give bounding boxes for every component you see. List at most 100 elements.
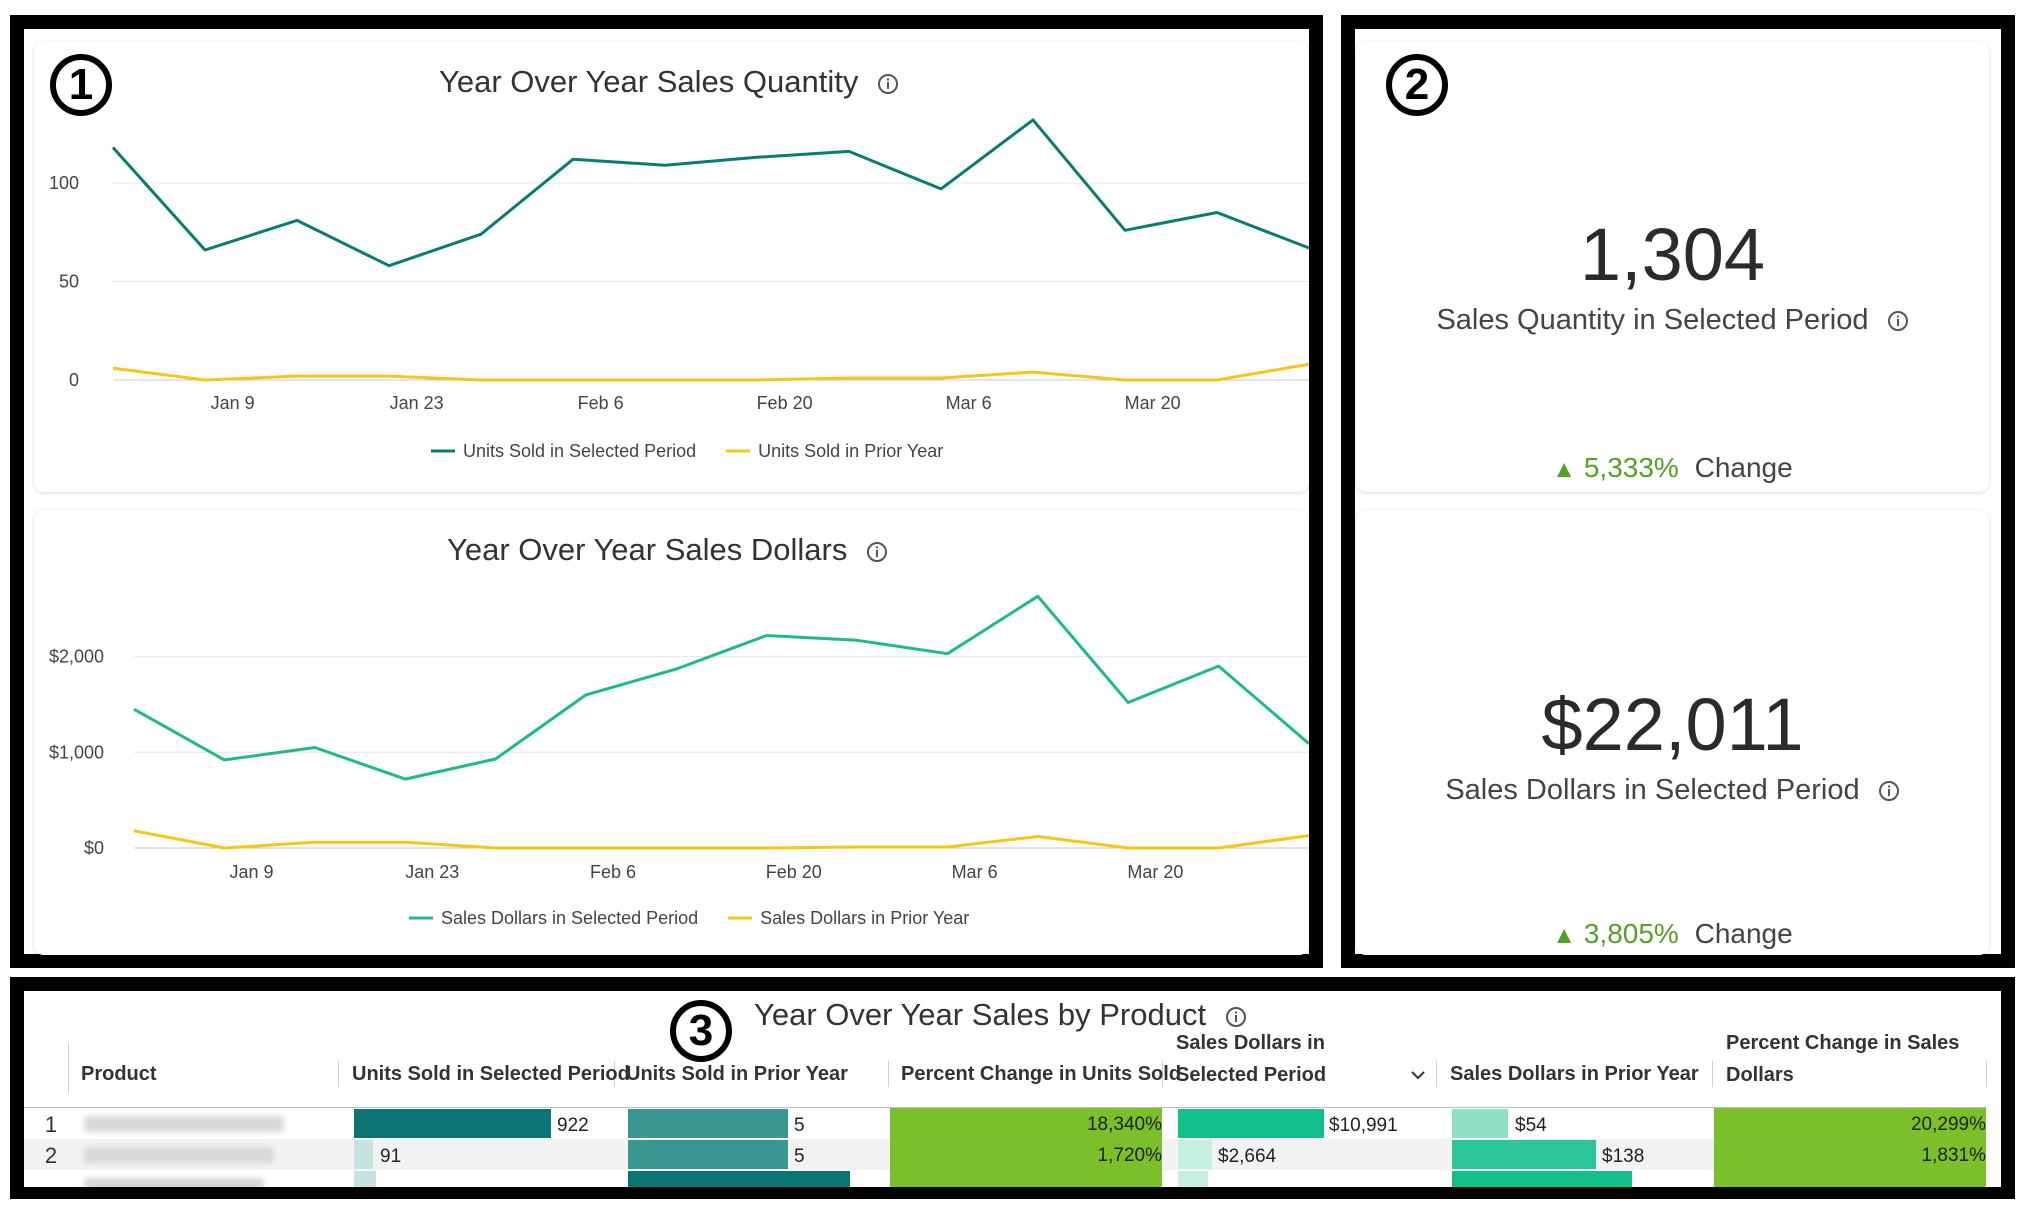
kpi-dollars-card: $22,011 Sales Dollars in Selected Period… [1356, 510, 1989, 955]
kpi-dollars-change-pct: 3,805% [1583, 918, 1679, 949]
x-tick-label: Mar 20 [1125, 393, 1181, 413]
legend-label: Sales Dollars in Prior Year [760, 908, 969, 928]
column-header-pct-units[interactable]: Percent Change in Units Sold [901, 1063, 1182, 1085]
units-sold-bar [354, 1140, 373, 1169]
sales-quantity-title-text: Year Over Year Sales Quantity [439, 64, 859, 99]
legend-label: Units Sold in Prior Year [758, 441, 943, 461]
kpi-quantity-label-text: Sales Quantity in Selected Period [1436, 304, 1869, 336]
info-circle-icon[interactable] [877, 73, 899, 95]
column-header-dollars-prior[interactable]: Sales Dollars in Prior Year [1450, 1063, 1699, 1085]
kpi-dollars-value: $22,011 [1541, 683, 1804, 766]
units-sold-value: 922 [557, 1115, 589, 1136]
product-name-redacted [84, 1147, 274, 1163]
pct-units-cell [890, 1170, 1162, 1187]
kpi-quantity-card: 1,304 Sales Quantity in Selected Period … [1356, 42, 1989, 492]
x-tick-label: Jan 9 [211, 393, 255, 413]
units-sold-value: 91 [380, 1146, 402, 1167]
pct-units-cell [890, 1108, 1162, 1139]
pct-dollars-cell [1714, 1170, 1986, 1187]
sales-quantity-card: Year Over Year Sales Quantity 100 50 0 Jan … [34, 42, 1309, 492]
sales-dollars-title: Year Over Year Sales Dollars [447, 532, 888, 568]
kpi-dollars-label: Sales Dollars in Selected Period [1356, 774, 1989, 807]
dollars-prior-value: $54 [1515, 1115, 1547, 1136]
sales-quantity-title: Year Over Year Sales Quantity [439, 64, 899, 100]
column-header-pct-dollars[interactable]: Percent Change in Sales Dollars [1726, 1032, 1960, 1086]
dollars-prior-bar [1452, 1171, 1632, 1187]
x-tick-label: Mar 20 [1127, 862, 1183, 882]
y-tick-label: 50 [59, 271, 79, 291]
header-bottom-border [24, 1107, 1986, 1108]
units-prior-bar [628, 1109, 788, 1138]
x-tick-label: Jan 9 [229, 862, 273, 882]
callout-badge-3: 3 [670, 1000, 732, 1062]
series-line [133, 829, 1309, 850]
header-separator [1162, 1061, 1163, 1087]
kpi-quantity-change: ▲ 5,333% Change [1356, 452, 1989, 484]
x-tick-label: Feb 20 [766, 862, 822, 882]
kpi-quantity-change-label: Change [1694, 452, 1793, 483]
product-name-redacted [84, 1178, 264, 1187]
kpi-dollars-change: ▲ 3,805% Change [1356, 918, 1989, 950]
pct-dollars-value: 1,831% [1921, 1145, 1986, 1166]
header-separator [1436, 1061, 1437, 1087]
sales-dollars-chart: $2,000 $1,000 $0 Jan 9 Jan 23 Feb 6 Feb 20 Mar … [49, 594, 1309, 928]
table-title: Year Over Year Sales by Product [754, 997, 1247, 1033]
pct-dollars-cell [1714, 1108, 1986, 1139]
kpi-quantity-label: Sales Quantity in Selected Period [1356, 304, 1989, 337]
series-line [111, 118, 1309, 268]
column-header-units-sold[interactable]: Units Sold in Selected Period [352, 1063, 630, 1085]
y-tick-label: $0 [84, 838, 104, 858]
sales-dollars-bar [1178, 1109, 1324, 1138]
dollars-prior-bar [1452, 1140, 1596, 1169]
pct-dollars-cell [1714, 1139, 1986, 1170]
sales-dollars-value: $2,664 [1218, 1146, 1277, 1167]
info-circle-icon[interactable] [1225, 1006, 1247, 1028]
chevron-down-icon[interactable] [1409, 1066, 1427, 1084]
callout-frame-1 [10, 15, 1323, 968]
y-tick-label: $2,000 [49, 647, 104, 667]
x-tick-label: Feb 20 [757, 393, 813, 413]
pct-dollars-value: 20,299% [1910, 1114, 1986, 1135]
units-prior-bar [628, 1140, 788, 1169]
dollars-prior-bar [1452, 1109, 1508, 1138]
units-prior-value: 5 [794, 1146, 805, 1167]
sales-dollars-value: $10,991 [1329, 1115, 1398, 1136]
pct-units-cell [890, 1139, 1162, 1170]
legend-label: Sales Dollars in Selected Period [441, 908, 698, 928]
callout-badge-2: 2 [1386, 54, 1448, 116]
pct-units-value: 1,720% [1097, 1145, 1162, 1166]
y-tick-label: $1,000 [49, 742, 104, 762]
units-sold-bar [354, 1109, 551, 1138]
header-separator [888, 1061, 889, 1087]
sales-dollars-bar [1178, 1171, 1208, 1187]
x-tick-label: Mar 6 [952, 862, 998, 882]
table-title-text: Year Over Year Sales by Product [754, 997, 1207, 1032]
callout-badge-1: 1 [50, 54, 112, 116]
header-separator [338, 1061, 339, 1087]
triangle-up-icon: ▲ [1552, 456, 1577, 483]
kpi-quantity-change-pct: 5,333% [1583, 452, 1679, 483]
column-header-units-prior[interactable]: Units Sold in Prior Year [626, 1063, 848, 1085]
sales-dollars-title-text: Year Over Year Sales Dollars [447, 532, 848, 567]
units-sold-bar [354, 1171, 376, 1187]
callout-frame-2 [1341, 15, 2015, 968]
row-number: 1 [44, 1112, 58, 1137]
callout-frame-3 [10, 977, 2015, 1199]
info-circle-icon[interactable] [866, 541, 888, 563]
kpi-dollars-label-text: Sales Dollars in Selected Period [1445, 774, 1860, 806]
series-line [133, 594, 1309, 781]
column-header-sales-dollars[interactable]: Sales Dollars in Selected Period [1176, 1032, 1327, 1086]
x-tick-label: Mar 6 [946, 393, 992, 413]
row-number: 2 [44, 1143, 58, 1168]
x-tick-label: Feb 6 [578, 393, 624, 413]
sales-dollars-bar [1178, 1140, 1212, 1169]
header-separator [1712, 1061, 1713, 1087]
info-circle-icon[interactable] [1878, 780, 1900, 802]
x-tick-label: Jan 23 [390, 393, 444, 413]
column-header-product[interactable]: Product [81, 1063, 157, 1085]
x-tick-label: Jan 23 [405, 862, 459, 882]
series-line [112, 362, 1309, 382]
info-circle-icon[interactable] [1887, 310, 1909, 332]
x-tick-label: Feb 6 [590, 862, 636, 882]
header-separator [1986, 1061, 1987, 1087]
